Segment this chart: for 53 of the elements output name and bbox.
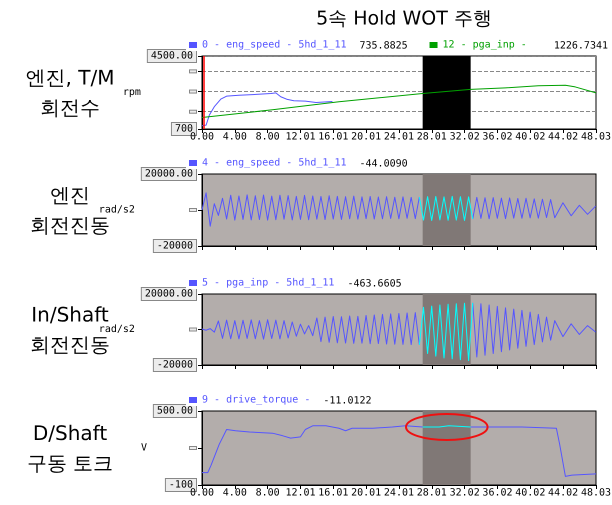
x-tick-label: 20.01 [351, 132, 382, 142]
x-tick-label: 44.02 [548, 132, 578, 142]
x-tick-label: 36.02 [482, 488, 513, 498]
line-series [202, 92, 333, 126]
x-tick-label: 24.01 [384, 488, 414, 498]
y-tick-label: 20000.00 [144, 168, 193, 180]
y-tick-label: 4500.00 [150, 50, 193, 62]
x-tick-label: 40.02 [515, 132, 546, 142]
line-series [418, 302, 474, 362]
x-tick-label: 48.03 [580, 488, 612, 498]
text: -463.6605 [347, 278, 402, 290]
x-tick-label: 8.00 [256, 488, 280, 498]
y-axis-title: rad/s2 [98, 204, 135, 216]
y-tick-label: 20000.00 [144, 288, 193, 300]
legend-label: 4 - eng_speed - 5hd_1_11 [202, 158, 346, 168]
legend-label: 5 - pga_inp - 5hd_1_11 [202, 278, 334, 288]
line-series [418, 196, 474, 221]
text: -44.0090 [359, 158, 408, 170]
x-tick-label: 40.02 [515, 488, 546, 498]
y-axis-title: rpm [122, 87, 141, 98]
x-tick-label: 4.00 [222, 488, 247, 498]
y-axis-title: rad/s2 [98, 324, 135, 335]
x-tick-label: 4.00 [222, 132, 247, 142]
x-tick-label: 36.02 [482, 132, 513, 142]
x-tick-label: 16.01 [318, 132, 348, 142]
x-tick-label: 0.00 [190, 132, 214, 142]
text: 엔진, T/M 회전수 [26, 66, 114, 120]
chart-title: 5속 Hold WOT 주행 [316, 8, 492, 30]
legend-label: 0 - eng_speed - 5hd_1_11 [202, 40, 346, 50]
y-axis-title: V [140, 442, 147, 454]
legend-label: 9 - drive_torque - [202, 394, 310, 406]
text: 735.8825 [359, 40, 408, 52]
x-tick-label: 12.01 [285, 132, 316, 142]
y-tick-label: 500.00 [156, 406, 193, 416]
x-tick-label: 32.02 [450, 132, 480, 142]
text: -11.0122 [323, 396, 372, 406]
legend-label: 12 - pga_inp - [442, 40, 527, 50]
x-tick-label: 8.00 [256, 132, 280, 142]
x-tick-label: 48.03 [580, 132, 612, 142]
x-tick-label: 28.01 [416, 132, 447, 142]
x-tick-label: 0.00 [190, 488, 214, 498]
x-tick-label: 20.01 [351, 488, 382, 498]
x-tick-label: 24.01 [384, 132, 414, 142]
x-tick-label: 16.01 [318, 488, 348, 498]
y-tick-label: -20000 [156, 360, 193, 370]
text: D/Shaft 구동 토크 [26, 421, 114, 475]
text: 1226.7341 [554, 40, 608, 52]
x-tick-label: 32.02 [450, 488, 480, 498]
x-tick-label: 44.02 [548, 488, 578, 498]
line-series [202, 84, 596, 118]
x-tick-label: 28.01 [416, 488, 447, 498]
y-tick-label: -20000 [156, 240, 193, 252]
x-tick-label: 12.01 [285, 488, 316, 498]
